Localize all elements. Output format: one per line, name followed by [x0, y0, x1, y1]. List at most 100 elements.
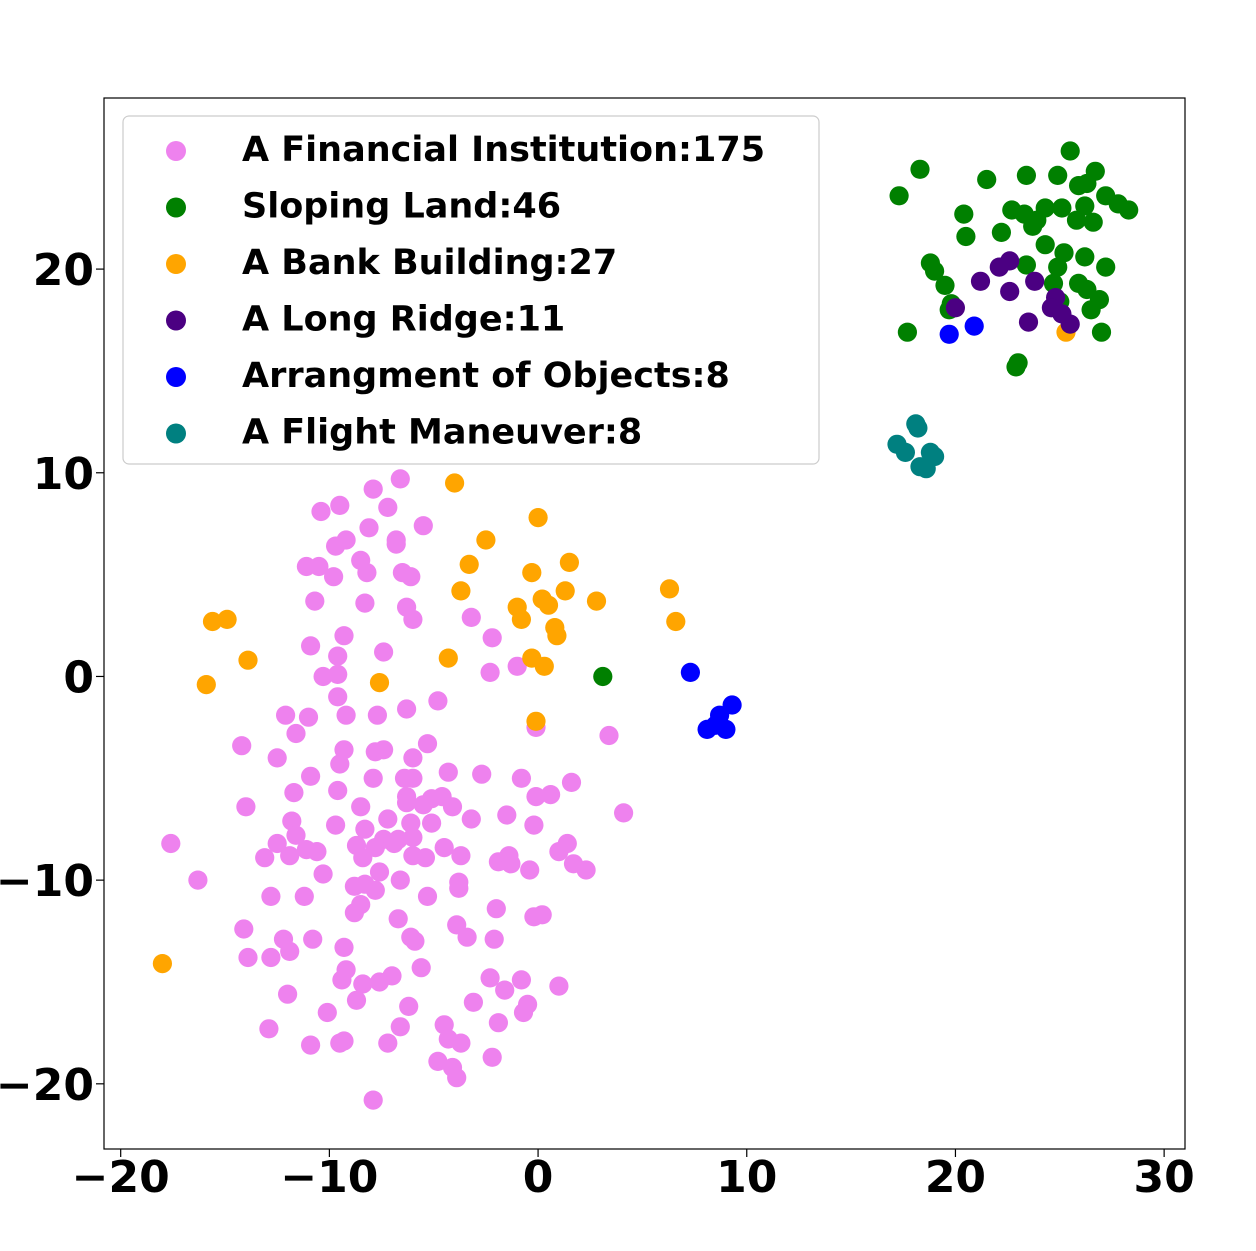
data-point [313, 864, 333, 884]
x-axis: −20 −10 0 10 20 30 [72, 1149, 1195, 1203]
y-tick-label: −10 [0, 856, 94, 907]
data-point [547, 626, 567, 646]
data-point [403, 768, 423, 788]
data-point [593, 666, 613, 687]
data-point [442, 797, 463, 817]
data-point [328, 646, 348, 666]
data-point [284, 783, 304, 803]
data-point [346, 990, 367, 1010]
y-tick-label: 0 [63, 652, 94, 703]
data-point [417, 734, 438, 754]
data-point [417, 886, 438, 907]
data-point [390, 870, 410, 890]
data-point [482, 1047, 502, 1067]
data-point [326, 815, 346, 835]
data-point [326, 536, 346, 556]
x-tick-label: −20 [72, 1152, 170, 1203]
data-point [889, 186, 909, 206]
data-point [447, 1068, 467, 1088]
data-point [472, 764, 492, 784]
data-point [939, 324, 959, 344]
x-tick-label: −10 [280, 1152, 378, 1203]
data-point [576, 860, 596, 880]
legend-label: A Bank Building:27 [242, 243, 617, 283]
legend-marker [166, 197, 186, 218]
legend-label: Sloping Land:46 [242, 187, 561, 227]
data-point [301, 636, 321, 656]
data-point [488, 1013, 508, 1033]
series-0 [161, 469, 634, 1110]
data-point [445, 473, 465, 493]
data-point [388, 829, 408, 850]
x-tick-label: 30 [1134, 1152, 1195, 1203]
data-point [298, 707, 319, 727]
legend-label: Arrangment of Objects:8 [242, 356, 730, 396]
data-point [351, 797, 371, 817]
data-point [1119, 200, 1139, 220]
data-point [355, 819, 375, 839]
data-point [1023, 216, 1043, 236]
data-point [1043, 273, 1064, 293]
data-point [555, 581, 575, 601]
data-point [301, 766, 321, 786]
data-point [659, 579, 680, 599]
data-point [238, 650, 258, 670]
data-point [324, 567, 344, 587]
data-point [524, 815, 544, 835]
data-point [276, 705, 296, 725]
data-point [403, 609, 423, 630]
series-1 [593, 141, 1139, 687]
data-point [599, 725, 619, 746]
data-point [278, 984, 298, 1004]
data-point [1006, 357, 1026, 377]
data-point [202, 611, 223, 632]
data-point [344, 876, 364, 896]
data-point [1081, 300, 1101, 320]
data-point [301, 1035, 321, 1055]
data-point [232, 736, 252, 756]
series-3 [945, 251, 1080, 334]
data-point [1054, 243, 1074, 263]
data-point [397, 793, 417, 813]
data-point [259, 1019, 279, 1039]
data-point [1048, 165, 1068, 185]
data-point [463, 992, 483, 1012]
data-point [989, 257, 1009, 277]
data-point [363, 479, 383, 499]
data-point [234, 919, 254, 939]
data-point [964, 316, 984, 336]
legend-marker [166, 367, 186, 387]
data-point [511, 609, 531, 630]
data-point [910, 159, 930, 179]
data-point [413, 516, 433, 536]
data-point [897, 322, 918, 342]
data-point [476, 530, 496, 550]
data-point [422, 813, 442, 833]
data-point [586, 591, 607, 611]
data-point [355, 593, 375, 613]
data-point [363, 1090, 383, 1110]
data-point [386, 534, 406, 554]
data-point [286, 723, 306, 744]
data-point [520, 860, 540, 880]
data-point [403, 827, 423, 848]
data-point [461, 809, 481, 829]
data-point [317, 1002, 337, 1023]
y-tick-label: −20 [0, 1060, 94, 1111]
data-point [680, 662, 701, 683]
data-point [528, 507, 548, 528]
data-point [353, 974, 373, 994]
data-point [449, 878, 469, 898]
data-point [526, 711, 546, 731]
data-point [1018, 312, 1039, 332]
data-point [549, 842, 569, 862]
data-point [378, 809, 398, 829]
data-point [428, 691, 448, 711]
data-point [1066, 210, 1087, 230]
data-point [538, 595, 559, 615]
y-tick-label: 10 [33, 449, 94, 500]
data-point [307, 842, 327, 862]
data-point [1048, 257, 1068, 277]
series-4 [680, 316, 984, 740]
